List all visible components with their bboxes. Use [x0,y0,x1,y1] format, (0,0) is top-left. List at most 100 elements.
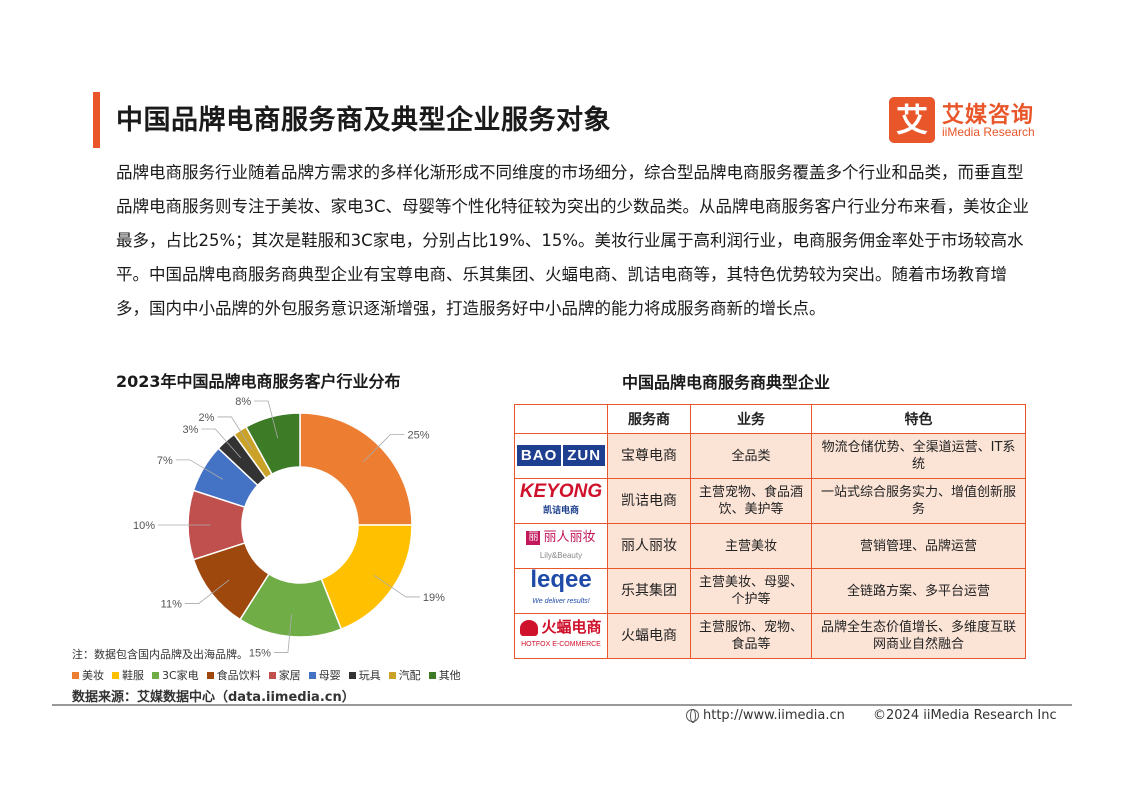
provider-name: 宝尊电商 [607,433,691,479]
legend-swatch [112,671,119,679]
slice-label-3: 11% [161,598,182,610]
hotfox-logo: 火蝠电商 HOTFOX E-COMMERCE [514,613,608,659]
hotfox-logo-text: 火蝠电商 [541,618,602,636]
leqee-logo-sub: We deliver results! [532,598,590,605]
table-row: leqee We deliver results! 乐其集团 主营美妆、母婴、个护… [514,566,1026,614]
legend-label: 食品饮料 [216,669,261,682]
hotfox-logo-icon [520,620,539,637]
provider-feature: 全链路方案、多平台运营 [811,568,1026,614]
header-provider: 服务商 [607,404,691,434]
legend-label: 鞋服 [122,669,144,682]
leader-line-0 [363,434,405,462]
footer-copyright: ©2024 iiMedia Research Inc [873,708,1057,723]
lily-beauty-logo: 丽丽人丽妆 Lily&Beauty [514,523,608,569]
legend-item: 玩具 [348,667,381,683]
table-row: KEYONG 凯诘电商 凯诘电商 主营宠物、食品酒饮、美护等 一站式综合服务实力、… [514,478,1026,524]
intro-paragraph: 品牌电商服务行业随着品牌方需求的多样化渐形成不同维度的市场细分，综合型品牌电商服… [116,163,1030,318]
slice-label-5: 7% [157,455,173,467]
donut-slice-8 [245,412,301,476]
logo-cn-text: 艾媒咨询 [942,103,1035,128]
page-title: 中国品牌电商服务商及典型企业服务对象 [116,105,611,136]
table-row: BAO ZUN 宝尊电商 全品类 物流仓储优势、全渠道运营、IT系统 [514,433,1026,479]
baozun-logo-part-a: BAO [516,445,562,466]
legend-item: 食品饮料 [206,667,261,683]
iimedia-logo: 艾 艾媒咨询 iiMedia Research [889,97,1059,145]
keyong-logo-text: KEYONG [519,481,603,502]
table-row: 火蝠电商 HOTFOX E-COMMERCE 火蝠电商 主营服饰、宠物、食品等 品… [514,613,1026,659]
leader-line-1 [373,575,420,598]
legend-label: 美妆 [82,669,104,682]
legend-swatch [72,671,79,679]
hotfox-logo-sub: HOTFOX E-COMMERCE [521,641,601,649]
keyong-logo: KEYONG 凯诘电商 [514,478,608,524]
provider-name: 火蝠电商 [607,613,691,659]
legend-swatch [268,671,276,679]
logo-en-text: iiMedia Research [942,125,1035,139]
header-feature: 特色 [811,404,1026,434]
slice-label-4: 10% [133,520,155,532]
slice-label-2: 15% [249,647,271,659]
leader-line-7 [217,416,253,450]
legend-label: 玩具 [358,669,381,682]
legend-item: 其他 [428,667,461,683]
legend-item: 汽配 [388,667,421,683]
leader-line-2 [273,614,292,653]
legend-label: 母婴 [318,669,341,682]
data-source: 数据来源：艾媒数据中心（data.iimedia.cn） [72,690,355,705]
legend-swatch [348,671,356,679]
legend-label: 汽配 [398,669,421,682]
slice-label-6: 3% [182,424,198,436]
legend-swatch [388,671,396,679]
legend-swatch [308,671,316,679]
slice-label-1: 19% [423,592,445,604]
leader-line-3 [184,579,230,604]
slice-label-7: 2% [199,412,215,424]
chart-title: 2023年中国品牌电商服务客户行业分布 [116,372,401,391]
header-business: 业务 [690,404,812,434]
legend-label: 3C家电 [162,669,199,682]
donut-chart: 25% 19% 15% 11% 10% 7% 3%2% 8% [133,396,445,659]
legend-label: 家居 [278,669,301,682]
chart-note: 注：数据包含国内品牌及出海品牌。 [72,648,248,661]
legend-swatch [428,671,436,679]
keyong-logo-sub: 凯诘电商 [542,505,579,515]
provider-feature: 品牌全生态价值增长、多维度互联网商业自然融合 [811,613,1026,659]
legend-item: 鞋服 [112,667,144,683]
footer-url[interactable]: http://www.iimedia.cn [686,708,845,723]
lily-logo-sub: Lily&Beauty [539,551,583,560]
legend-label: 其他 [438,669,461,682]
provider-business: 主营服饰、宠物、食品等 [690,613,812,659]
slice-label-8: 8% [235,396,251,408]
provider-feature: 物流仓储优势、全渠道运营、IT系统 [811,433,1026,479]
legend-item: 母婴 [308,667,341,683]
donut-slice-0 [299,412,413,526]
globe-icon [686,709,699,723]
legend-item: 3C家电 [152,667,199,683]
lily-logo-text: 丽人丽妆 [543,529,596,544]
provider-business: 全品类 [690,433,812,479]
leader-line-6 [201,428,242,459]
legend-swatch [152,671,159,679]
provider-feature: 一站式综合服务实力、增值创新服务 [811,478,1026,524]
provider-name: 乐其集团 [607,568,691,614]
provider-feature: 营销管理、品牌运营 [811,523,1026,569]
baozun-logo: BAO ZUN [514,433,608,479]
table-row: 丽丽人丽妆 Lily&Beauty 丽人丽妆 主营美妆 营销管理、品牌运营 [514,523,1026,569]
slice-label-0: 25% [408,429,430,441]
title-accent-bar [93,92,100,148]
footer-divider [52,704,1072,706]
leqee-logo-text: leqee [530,566,592,593]
leader-line-8 [254,400,279,439]
provider-business: 主营美妆 [690,523,812,569]
footer-url-text[interactable]: http://www.iimedia.cn [703,708,845,723]
provider-business: 主营美妆、母婴、个护等 [690,568,812,614]
provider-name: 丽人丽妆 [607,523,691,569]
table-header-row: 服务商 业务 特色 [514,404,1026,434]
baozun-logo-part-b: ZUN [563,445,606,466]
legend-item: 美妆 [72,667,104,683]
provider-name: 凯诘电商 [607,478,691,524]
leqee-logo: leqee We deliver results! [514,566,608,614]
provider-business: 主营宠物、食品酒饮、美护等 [690,478,812,524]
chart-legend: 美妆 鞋服 3C家电 食品饮料 家居 母婴 玩具 汽配 其他 [72,667,461,683]
table-title: 中国品牌电商服务商典型企业 [622,373,831,392]
